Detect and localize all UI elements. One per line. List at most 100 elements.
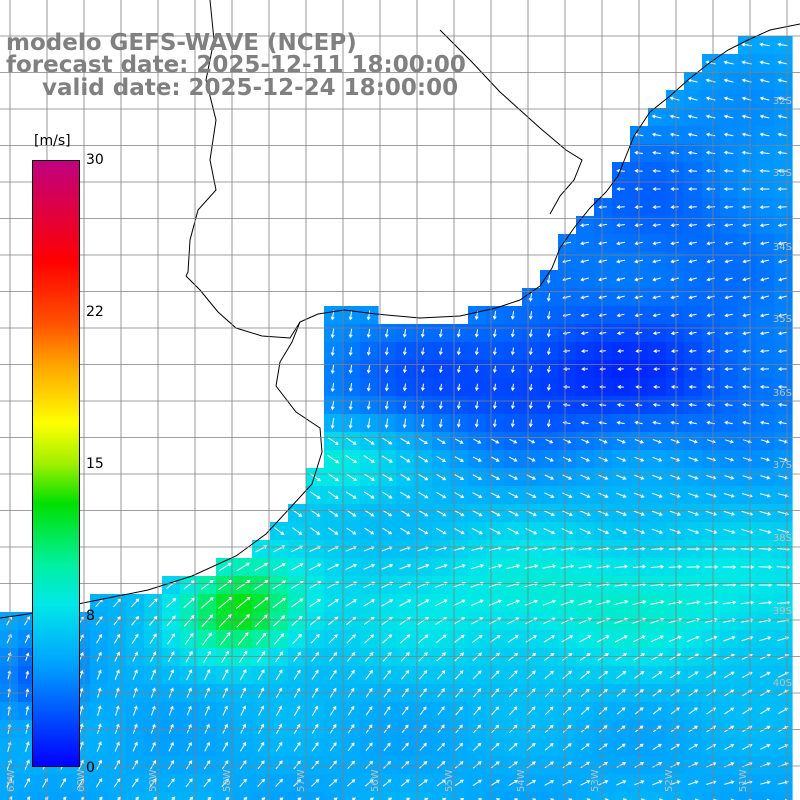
wind-arrow — [275, 669, 283, 681]
lat-label: 33S — [773, 168, 792, 179]
wind-arrow — [759, 331, 770, 336]
wind-arrow — [546, 293, 551, 302]
wind-arrow — [652, 439, 663, 444]
wind-arrow — [724, 259, 733, 264]
wind-arrow — [670, 743, 681, 751]
wind-arrow — [489, 510, 501, 517]
wind-arrow — [293, 760, 301, 770]
wind-arrow — [562, 780, 573, 786]
wind-arrow — [669, 653, 682, 661]
wind-arrow — [596, 564, 611, 569]
wind-arrow — [25, 741, 30, 752]
wind-arrow — [652, 743, 662, 751]
wind-arrow — [474, 365, 479, 374]
wind-arrow — [546, 365, 551, 374]
wind-arrow — [274, 633, 285, 645]
wind-arrow — [580, 313, 589, 318]
wind-arrow — [616, 492, 627, 498]
wind-arrow — [417, 616, 430, 625]
wind-speed-cell — [342, 792, 361, 800]
wind-arrow — [759, 223, 770, 228]
wind-arrow — [598, 762, 609, 768]
wind-arrow — [777, 241, 788, 246]
wind-arrow — [436, 761, 446, 769]
wind-arrow — [543, 635, 556, 643]
wind-arrow — [651, 653, 664, 661]
wind-arrow — [580, 725, 590, 733]
wind-arrow — [150, 705, 156, 716]
wind-arrow — [293, 669, 301, 680]
wind-arrow — [150, 741, 156, 752]
wind-arrow — [238, 650, 248, 663]
wind-arrow — [671, 367, 679, 372]
wind-arrow — [759, 205, 770, 210]
wind-arrow — [741, 528, 754, 534]
wind-arrow — [130, 598, 140, 608]
colorbar-tick-22: 22 — [86, 304, 104, 320]
wind-arrow — [723, 635, 736, 642]
wind-arrow — [382, 491, 393, 499]
wind-arrow — [760, 313, 770, 318]
lat-label: 32S — [773, 96, 792, 107]
wind-arrow — [686, 546, 700, 551]
wind-arrow — [201, 614, 214, 628]
wind-arrow — [25, 670, 30, 679]
wind-arrow — [580, 761, 591, 769]
wind-arrow — [492, 401, 497, 410]
wind-arrow — [616, 670, 627, 679]
wind-arrow — [382, 527, 393, 535]
wind-arrow — [652, 725, 662, 733]
wind-arrow — [418, 509, 429, 517]
wind-arrow — [524, 599, 538, 606]
wind-arrow — [435, 527, 447, 535]
wind-arrow — [473, 724, 482, 734]
wind-arrow — [167, 633, 176, 645]
wind-arrow — [472, 761, 482, 769]
lon-label: 60W — [76, 769, 87, 792]
wind-arrow — [508, 724, 518, 734]
wind-arrow — [384, 401, 389, 410]
wind-arrow — [706, 259, 715, 264]
wind-arrow — [544, 652, 555, 661]
wind-arrow — [705, 168, 716, 173]
wind-arrow — [345, 473, 358, 482]
wind-arrow — [454, 456, 464, 462]
colorbar-tick-15: 15 — [86, 456, 104, 472]
wind-arrow — [580, 223, 590, 228]
wind-arrow — [472, 492, 483, 499]
wind-arrow — [471, 509, 483, 517]
wind-arrow — [364, 527, 375, 535]
wind-arrow — [381, 473, 393, 481]
wind-arrow — [114, 723, 120, 734]
wind-arrow — [616, 187, 625, 191]
wind-arrow — [366, 418, 371, 429]
wind-arrow — [580, 295, 589, 300]
wind-arrow — [218, 579, 233, 591]
wind-arrow — [456, 419, 461, 428]
wind-arrow — [759, 78, 770, 83]
wind-speed-cell — [360, 792, 379, 800]
wind-arrow — [235, 596, 251, 609]
wind-arrow — [435, 634, 447, 644]
wind-arrow — [670, 439, 680, 444]
wind-arrow — [688, 420, 697, 425]
wind-arrow — [687, 528, 700, 534]
wind-arrow — [652, 780, 663, 786]
wind-arrow — [456, 365, 461, 374]
wind-arrow — [526, 456, 536, 462]
wind-arrow — [617, 367, 624, 371]
wind-arrow — [759, 60, 770, 65]
wind-arrow — [723, 187, 734, 192]
wind-arrow — [311, 669, 319, 680]
wind-arrow — [526, 706, 536, 716]
wind-arrow — [330, 417, 335, 430]
wind-arrow — [759, 511, 772, 516]
wind-arrow — [327, 437, 339, 445]
wind-arrow — [542, 564, 557, 569]
wind-arrow — [113, 778, 121, 788]
wind-arrow — [309, 563, 322, 571]
wind-arrow — [383, 760, 392, 769]
wind-arrow — [24, 759, 30, 770]
wind-arrow — [544, 474, 555, 480]
wind-arrow — [185, 778, 193, 788]
